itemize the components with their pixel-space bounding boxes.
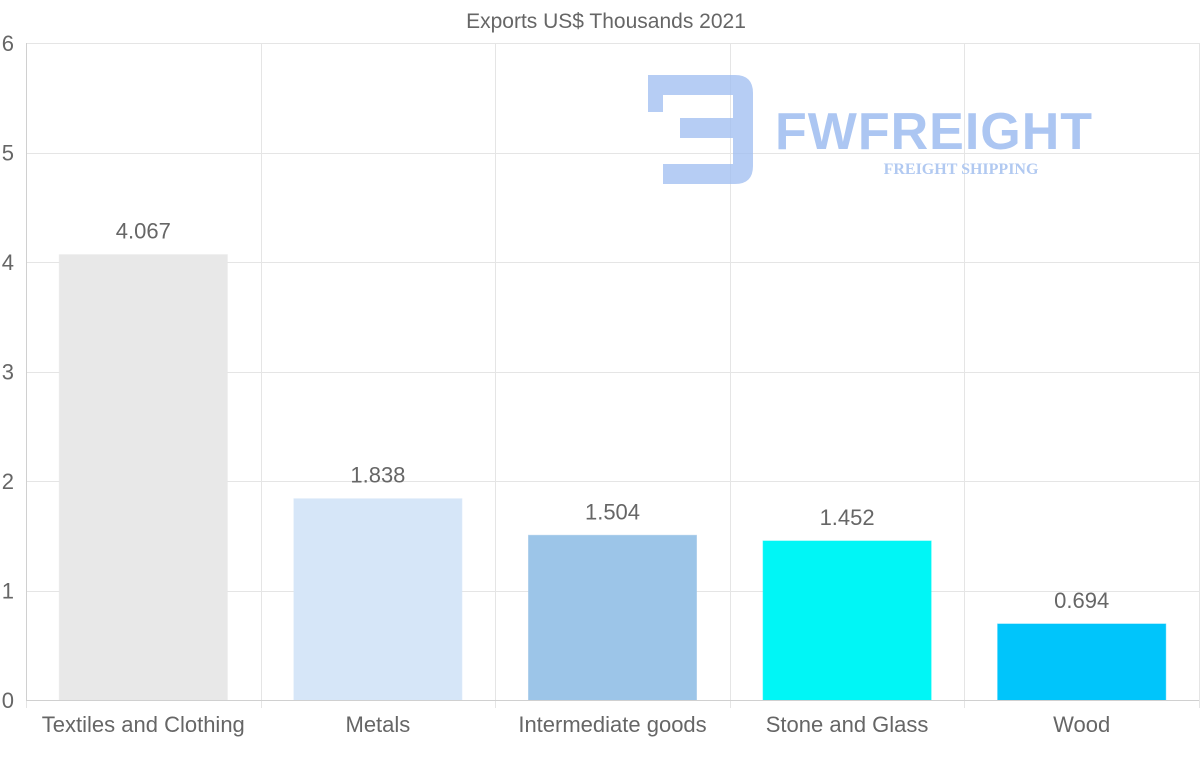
y-tick-label: 5 <box>2 141 14 166</box>
bars <box>58 254 1167 701</box>
y-tick-label: 6 <box>2 31 14 56</box>
data-label: 1.452 <box>820 505 875 530</box>
y-tick-label: 0 <box>2 688 14 713</box>
bar-metals[interactable] <box>293 498 463 701</box>
x-tick-label: Wood <box>1053 712 1110 737</box>
bar-intermediate-goods[interactable] <box>528 534 697 701</box>
data-label: 1.504 <box>585 499 640 524</box>
watermark-logo: FWFREIGHT FREIGHT SHIPPING <box>648 75 1093 184</box>
bar-stone-and-glass[interactable] <box>762 540 932 701</box>
data-label: 0.694 <box>1054 588 1109 613</box>
watermark-logo-mark-icon <box>648 75 753 184</box>
x-tick-label: Intermediate goods <box>518 712 706 737</box>
data-labels: 4.067 1.838 1.504 1.452 0.694 <box>116 219 1109 613</box>
watermark-title: FWFREIGHT <box>775 103 1093 161</box>
chart-title: Exports US$ Thousands 2021 <box>466 10 746 33</box>
data-label: 1.838 <box>350 463 405 488</box>
x-tick-label: Textiles and Clothing <box>42 712 245 737</box>
x-tick-label: Metals <box>346 712 411 737</box>
y-tick-label: 4 <box>2 250 14 275</box>
bar-textiles-and-clothing[interactable] <box>58 254 228 701</box>
y-tick-label: 2 <box>2 469 14 494</box>
y-tick-label: 3 <box>2 360 14 385</box>
data-label: 4.067 <box>116 219 171 244</box>
watermark-subtitle: FREIGHT SHIPPING <box>884 161 1039 178</box>
x-tick-label: Stone and Glass <box>766 712 929 737</box>
axes: 0 1 2 3 4 5 6 Textiles and Clothing Metals Interm… <box>2 31 1199 737</box>
y-tick-label: 1 <box>2 579 14 604</box>
bar-wood[interactable] <box>997 623 1167 701</box>
